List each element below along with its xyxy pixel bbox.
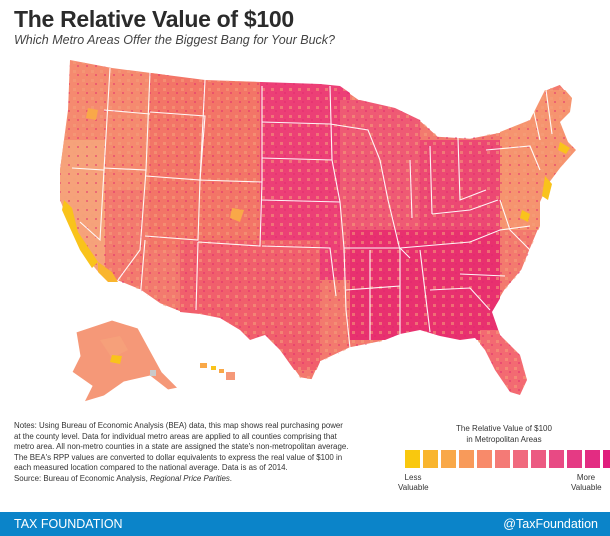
legend-more-line2: Valuable [571, 483, 602, 492]
alaska [71, 319, 180, 403]
legend-swatch [603, 450, 610, 468]
legend-swatch [495, 450, 510, 468]
legend-swatch [585, 450, 600, 468]
legend-less-line2: Valuable [398, 483, 429, 492]
legend-swatch [477, 450, 492, 468]
legend-swatch [423, 450, 438, 468]
source-line: Source: Bureau of Economic Analysis, Reg… [14, 474, 349, 485]
footer-brand[interactable]: TAX FOUNDATION [14, 517, 123, 531]
legend-swatch [549, 450, 564, 468]
source-suffix: . [229, 473, 232, 483]
source-title: Regional Price Parities [149, 473, 230, 483]
footer-bar: TAX FOUNDATION @TaxFoundation [0, 512, 610, 536]
legend-swatch [459, 450, 474, 468]
legend-less-label: Less Valuable [398, 473, 429, 493]
map-title: The Relative Value of $100 [14, 6, 294, 32]
legend-swatch [531, 450, 546, 468]
map-subtitle: Which Metro Areas Offer the Biggest Bang… [14, 33, 335, 47]
legend-title: The Relative Value of $100 in Metropolit… [420, 424, 588, 445]
legend-swatch [513, 450, 528, 468]
legend-swatch [405, 450, 420, 468]
legend-more-line1: More [576, 473, 596, 482]
legend-title-line1: The Relative Value of $100 [456, 424, 552, 433]
legend-more-label: More Valuable [571, 473, 602, 493]
hawaii [200, 363, 235, 380]
source-prefix: Source: Bureau of Economic Analysis, [14, 473, 150, 483]
legend-color-scale [405, 450, 610, 468]
legend-swatch [441, 450, 456, 468]
legend-swatch [567, 450, 582, 468]
notes-block: Notes: Using Bureau of Economic Analysis… [14, 421, 349, 485]
legend-title-line2: in Metropolitan Areas [466, 434, 542, 444]
legend-less-line1: Less [404, 473, 422, 482]
notes-text: Notes: Using Bureau of Economic Analysis… [14, 421, 349, 473]
us-choropleth-map [0, 50, 610, 420]
footer-twitter-handle[interactable]: @TaxFoundation [503, 517, 598, 531]
